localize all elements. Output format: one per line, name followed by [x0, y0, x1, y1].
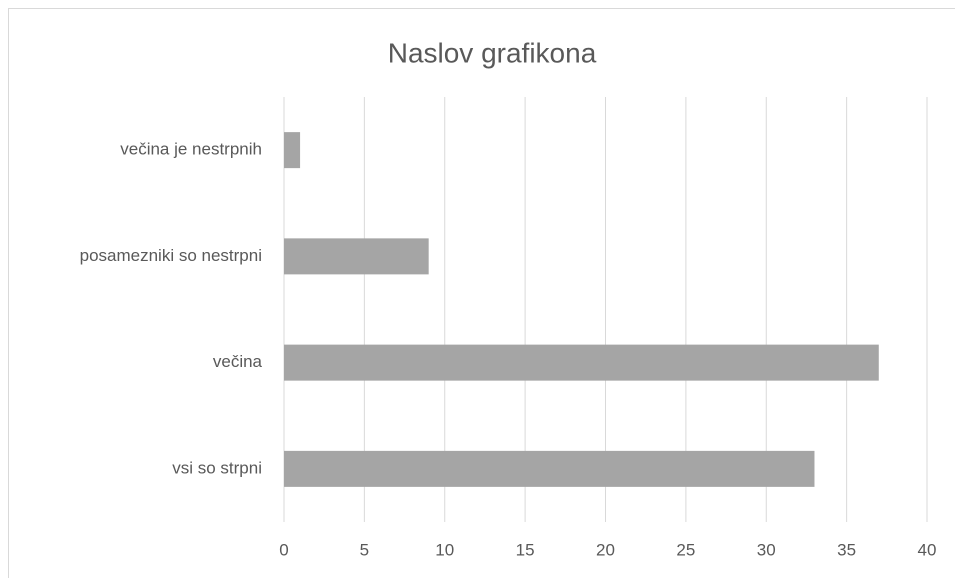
x-tick-label: 30: [757, 540, 776, 559]
bar: [284, 238, 429, 275]
y-tick-label: večina je nestrpnih: [120, 140, 262, 159]
x-tick-label: 0: [279, 540, 288, 559]
chart-border: [8, 8, 955, 578]
y-tick-label: posamezniki so nestrpni: [80, 246, 262, 265]
x-tick-label: 10: [435, 540, 454, 559]
bar: [284, 344, 879, 381]
x-tick-label: 15: [516, 540, 535, 559]
x-tick-label: 20: [596, 540, 615, 559]
y-tick-label: vsi so strpni: [172, 458, 262, 477]
x-tick-label: 35: [837, 540, 856, 559]
y-tick-label: večina: [213, 352, 263, 371]
x-tick-label: 40: [918, 540, 937, 559]
chart-title: Naslov grafikona: [388, 37, 597, 68]
x-tick-label: 25: [676, 540, 695, 559]
bar: [284, 450, 815, 487]
x-tick-label: 5: [360, 540, 369, 559]
bar: [284, 132, 301, 169]
